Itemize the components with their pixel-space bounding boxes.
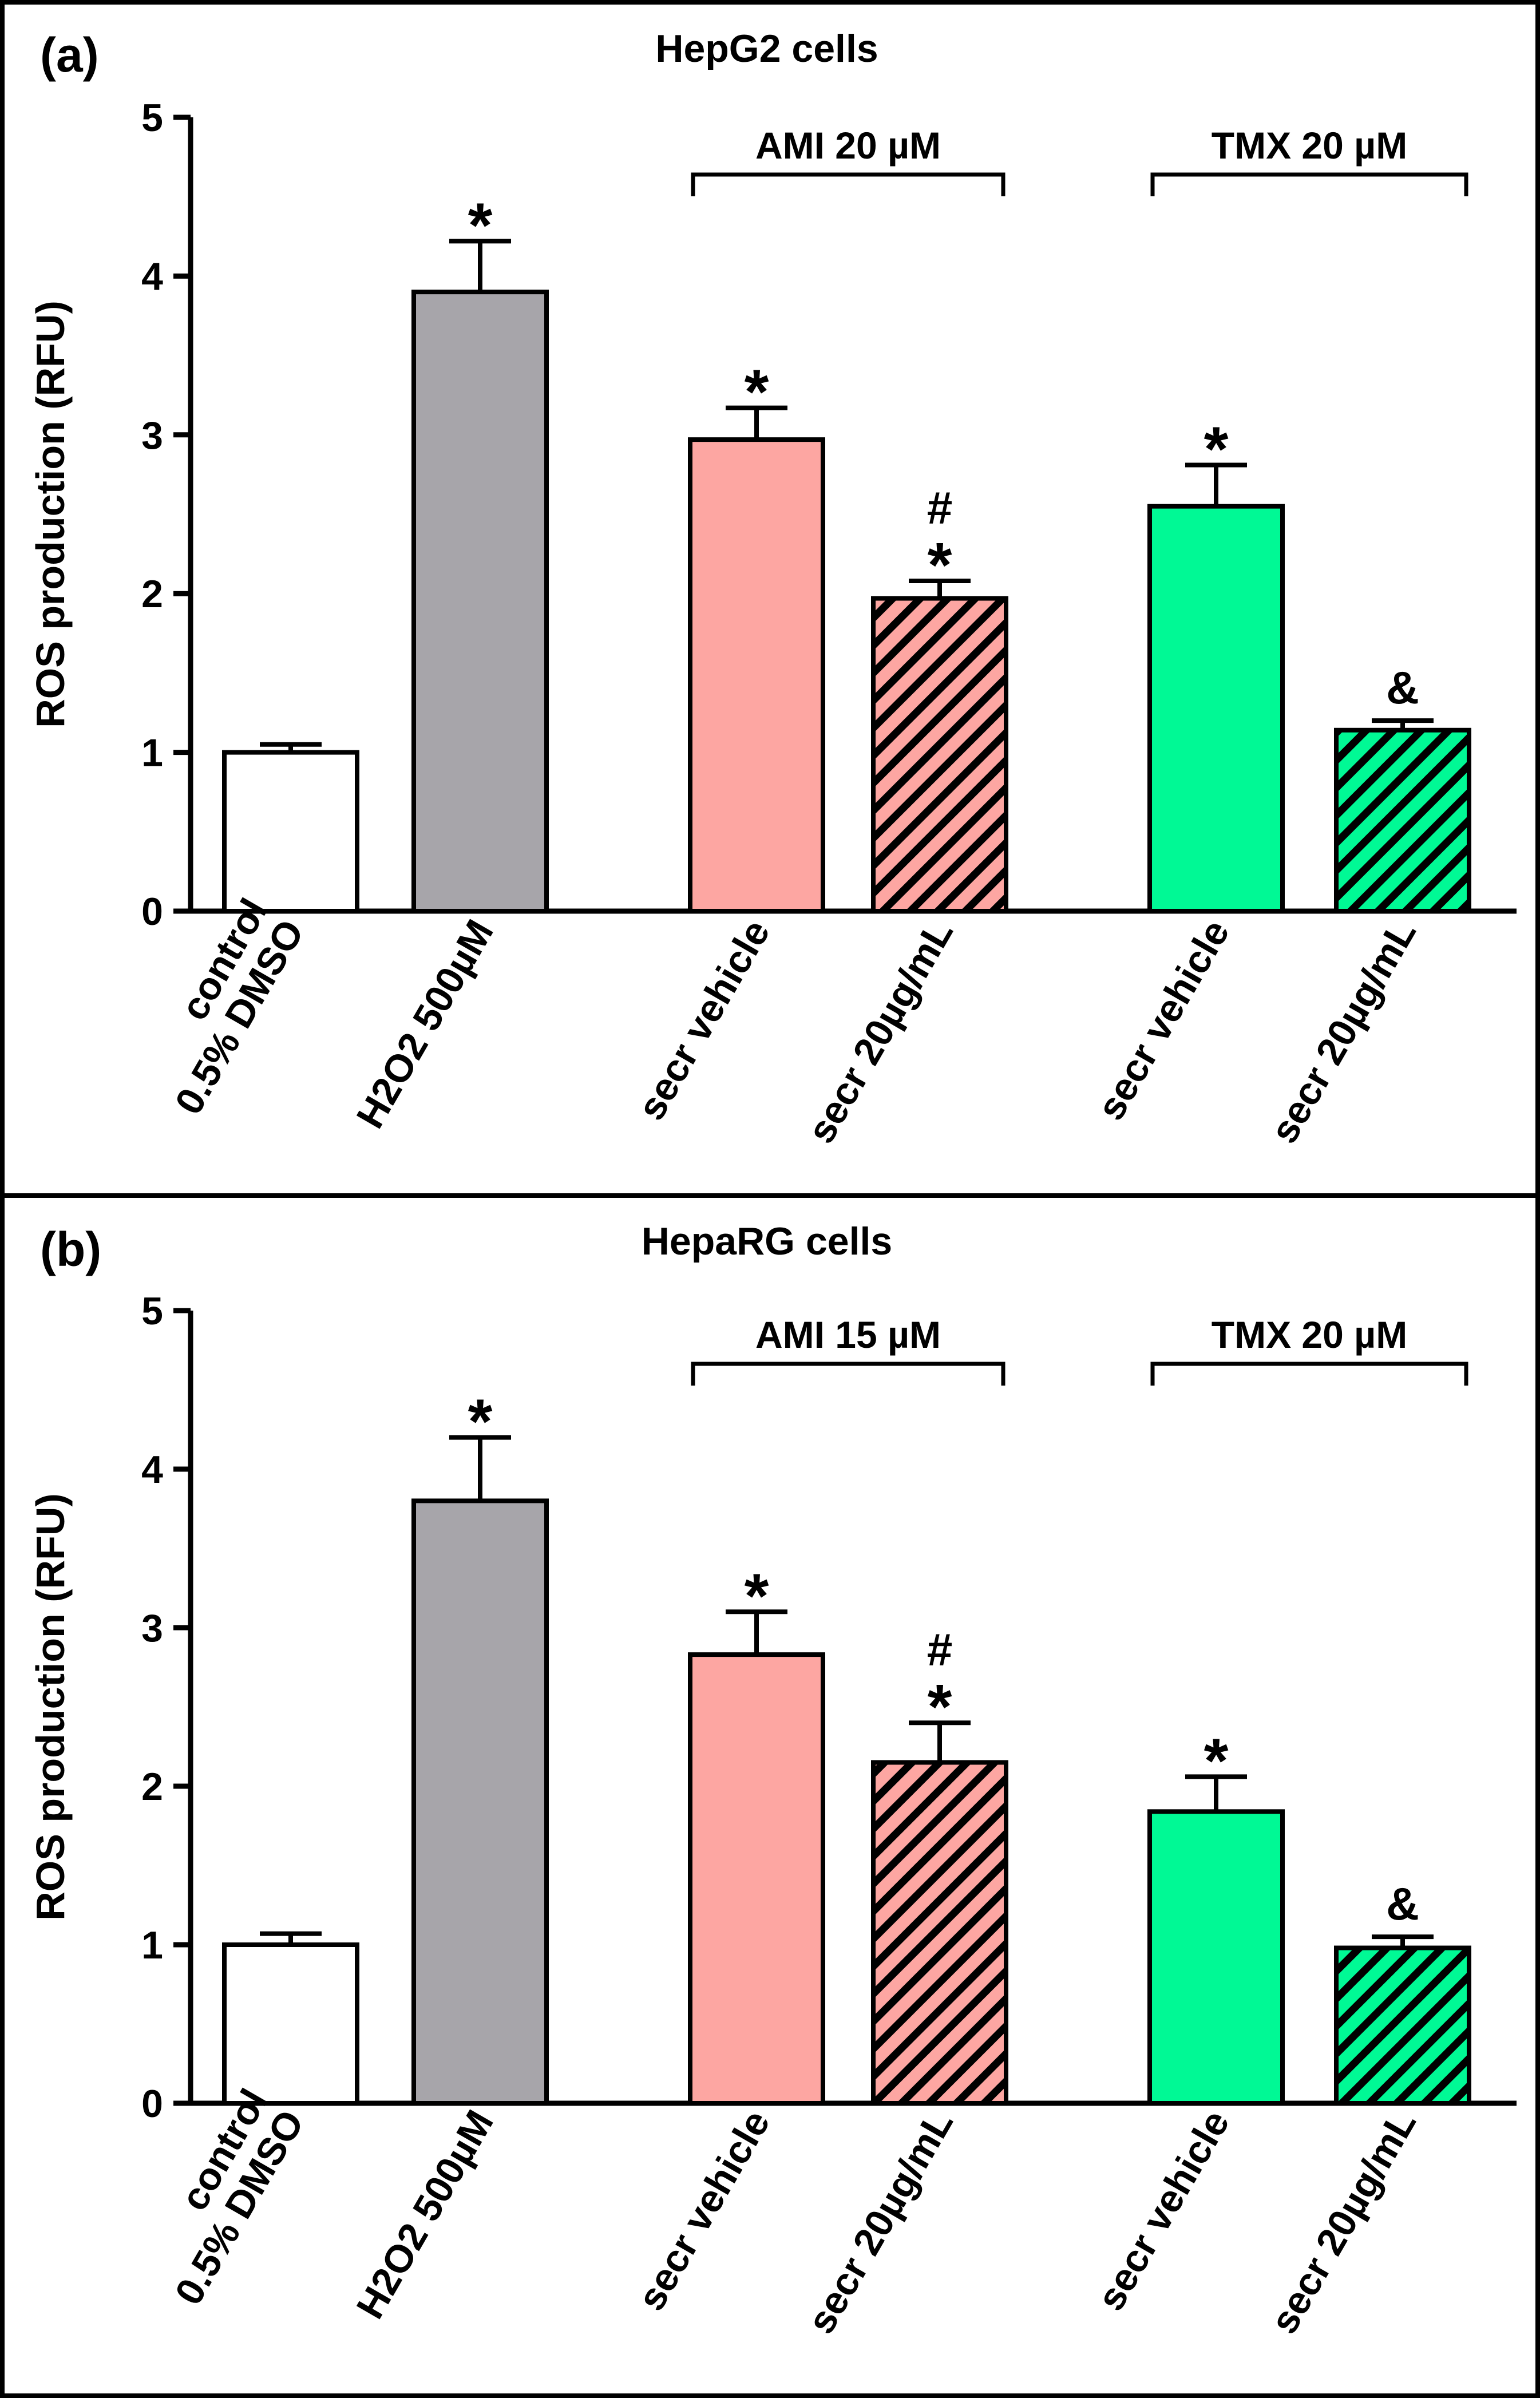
p1-bar-5	[1334, 727, 1471, 914]
p2-bar-1	[411, 1498, 549, 2106]
p2-bar-4	[1147, 1809, 1285, 2106]
panel-b-frame	[0, 1193, 1540, 2398]
p2-category-label-2-line-0: secr vehicle	[629, 2103, 778, 2318]
p2-y-tick-label-5: 5	[141, 1289, 163, 1333]
p2-bar-0	[222, 1942, 359, 2106]
p2-y-tick-label-0: 0	[141, 2082, 163, 2126]
p1-y-tick-label-5: 5	[141, 96, 163, 140]
p2-category-label-1: H2O2 500µM	[348, 2103, 502, 2326]
p1-category-label-2-line-0: secr vehicle	[629, 913, 778, 1127]
p1-bar-4	[1147, 504, 1285, 913]
p1-bar-2	[688, 437, 825, 913]
p2-category-label-4-line-0: secr vehicle	[1088, 2103, 1238, 2318]
p1-category-label-5: secr 20µg/mL	[1262, 913, 1424, 1151]
p2-annotation-3-1: *	[928, 1672, 952, 1742]
p1-bar-0	[222, 750, 359, 913]
p1-y-tick-label-1: 1	[141, 731, 163, 775]
p2-y-axis-title: ROS production (RFU)	[28, 1493, 73, 1921]
p2-category-label-3-line-0: secr 20µg/mL	[799, 2103, 961, 2341]
panel-b-label: (b)	[40, 1222, 101, 1276]
panel-a-label: (a)	[40, 28, 99, 82]
p1-y-tick-label-3: 3	[141, 414, 163, 457]
p2-category-label-2: secr vehicle	[629, 2103, 778, 2318]
p2-group-bracket-0	[691, 1362, 1005, 1386]
p2-category-label-5: secr 20µg/mL	[1262, 2103, 1424, 2341]
panel-a-title: HepG2 cells	[655, 27, 878, 70]
p2-group-label-1: TMX 20 µM	[1212, 1313, 1407, 1356]
p2-category-label-3: secr 20µg/mL	[799, 2103, 961, 2341]
p1-group-bracket-0	[691, 172, 1005, 196]
p2-y-tick-label-2: 2	[141, 1765, 163, 1809]
p1-category-label-4-line-0: secr vehicle	[1088, 913, 1238, 1127]
p2-annotation-2-0: *	[745, 1561, 769, 1631]
panel-a: (a) HepG2 cells 0 1 2 3 4 5 ROS production (RF…	[0, 0, 1540, 1198]
p1-category-label-1-line-0: H2O2 500µM	[348, 913, 502, 1135]
p1-annotation-3-0: #	[927, 482, 953, 533]
p2-category-label-1-line-0: H2O2 500µM	[348, 2103, 502, 2326]
p2-annotation-5-0: &	[1386, 1878, 1419, 1929]
p1-category-label-3: secr 20µg/mL	[799, 913, 961, 1151]
p2-annotation-3-0: #	[927, 1624, 953, 1675]
p1-y-tick-label-2: 2	[141, 572, 163, 616]
p1-y-axis-title: ROS production (RFU)	[28, 300, 73, 728]
p1-category-label-5-line-0: secr 20µg/mL	[1262, 913, 1424, 1151]
p1-annotation-3-1: *	[928, 530, 952, 600]
p1-category-label-3-line-0: secr 20µg/mL	[799, 913, 961, 1151]
p1-category-label-1: H2O2 500µM	[348, 913, 502, 1135]
p1-bar-1	[411, 290, 549, 913]
panel-b: (b) HepaRG cells 0 1 2 3 4 5 ROS production (R…	[0, 1193, 1540, 2398]
p2-group-bracket-1	[1150, 1362, 1468, 1386]
p2-category-label-5-line-0: secr 20µg/mL	[1262, 2103, 1424, 2341]
p1-category-label-4: secr vehicle	[1088, 913, 1238, 1127]
p1-group-bracket-1	[1150, 172, 1468, 196]
p1-annotation-5-0: &	[1386, 662, 1419, 713]
p2-y-tick-label-1: 1	[141, 1924, 163, 1967]
p2-group-label-0: AMI 15 µM	[755, 1313, 941, 1356]
p1-category-label-2: secr vehicle	[629, 913, 778, 1127]
p2-bar-2	[688, 1652, 825, 2106]
p2-bar-3	[871, 1760, 1008, 2106]
p1-annotation-4-0: *	[1204, 414, 1229, 485]
p1-group-label-0: AMI 20 µM	[755, 124, 941, 167]
p2-annotation-4-0: *	[1204, 1726, 1229, 1796]
p1-annotation-1-0: *	[468, 190, 493, 260]
p2-annotation-1-0: *	[468, 1387, 493, 1457]
p2-category-label-4: secr vehicle	[1088, 2103, 1238, 2318]
p1-annotation-2-0: *	[745, 357, 769, 428]
p2-bar-5	[1334, 1945, 1471, 2106]
p1-y-tick-label-0: 0	[141, 890, 163, 933]
p2-y-tick-label-3: 3	[141, 1606, 163, 1650]
p2-y-tick-label-4: 4	[141, 1448, 163, 1491]
panel-b-title: HepaRG cells	[642, 1220, 892, 1263]
p1-y-tick-label-4: 4	[141, 255, 163, 298]
p1-bar-3	[871, 596, 1008, 913]
p1-group-label-1: TMX 20 µM	[1212, 124, 1407, 167]
